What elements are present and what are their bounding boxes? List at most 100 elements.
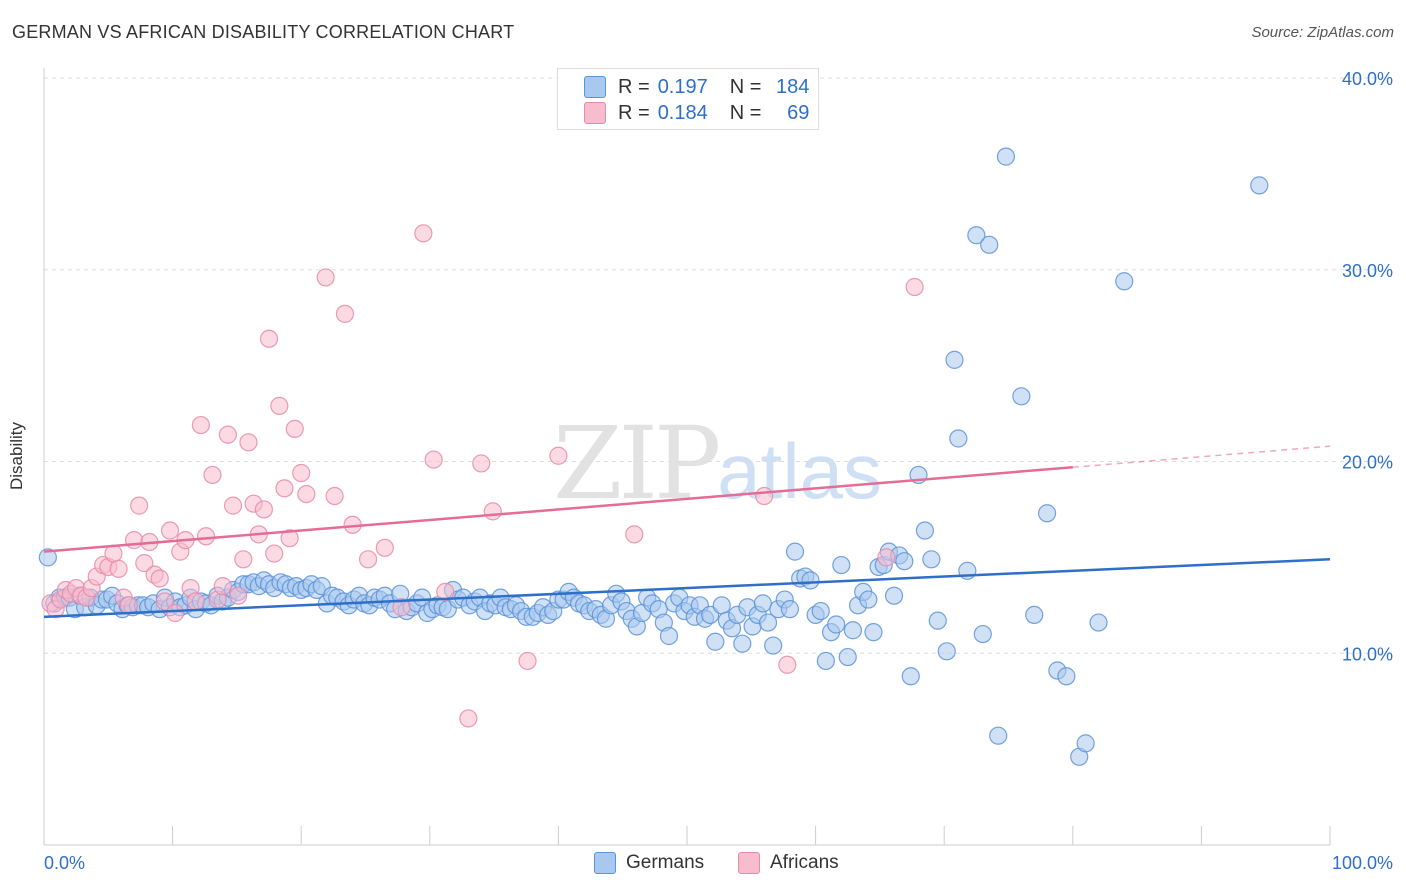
german-point: [712, 596, 731, 615]
african-point: [229, 586, 248, 605]
african-point: [265, 544, 284, 563]
german-point: [996, 147, 1016, 166]
african-point: [270, 396, 289, 415]
african-point: [213, 577, 232, 596]
african-point: [191, 415, 210, 435]
german-point: [922, 550, 941, 569]
african-point: [275, 479, 294, 498]
african-point: [285, 419, 304, 439]
german-point: [832, 555, 851, 575]
tick-labels: 10.0% 20.0% 30.0% 40.0% 0.0% 100.0%: [44, 69, 1393, 873]
african-point: [358, 550, 378, 569]
germans-r-value: 0.197: [657, 75, 708, 98]
german-point: [989, 726, 1008, 745]
african-point: [392, 598, 411, 617]
german-point: [864, 623, 883, 642]
y-tick-label: 40.0%: [1342, 69, 1393, 89]
bottom-legend-germans: Germans: [594, 852, 704, 874]
african-point: [778, 655, 797, 674]
african-point: [325, 486, 344, 506]
german-point: [758, 613, 778, 632]
german-point: [1057, 667, 1076, 686]
german-point: [827, 615, 846, 634]
african-point: [166, 603, 185, 623]
y-axis-label: Disability: [7, 421, 26, 491]
german-point: [901, 667, 920, 686]
african-point: [218, 425, 237, 444]
african-point: [155, 592, 174, 611]
africans-swatch: [584, 102, 606, 124]
german-point: [780, 600, 799, 619]
german-point: [843, 621, 862, 640]
african-point: [297, 484, 316, 504]
germans-trend-line: [43, 558, 1331, 619]
german-point: [980, 235, 999, 254]
african-point: [755, 486, 774, 506]
german-point: [895, 552, 914, 571]
african-point: [549, 446, 568, 465]
german-point: [1250, 176, 1269, 195]
africans-n-value: 69: [787, 101, 810, 124]
watermark-atlas: atlas: [717, 427, 883, 515]
african-point: [130, 496, 149, 515]
trend-lines: [43, 445, 1331, 619]
african-point: [160, 521, 180, 540]
african-point: [483, 502, 502, 521]
german-point: [838, 647, 857, 667]
german-point: [764, 636, 783, 655]
y-tick-label: 10.0%: [1342, 644, 1393, 664]
african-point: [414, 224, 433, 243]
african-point: [135, 554, 154, 573]
germans-swatch: [584, 76, 606, 98]
african-point: [186, 592, 205, 611]
german-point: [1012, 387, 1031, 406]
african-point: [316, 268, 335, 287]
african-point: [119, 596, 138, 615]
german-point: [1037, 504, 1057, 523]
german-point: [937, 642, 956, 661]
german-point: [884, 586, 904, 605]
germans-legend-swatch: [594, 852, 616, 874]
african-point: [292, 463, 311, 483]
source-label: Source: ZipAtlas.com: [1251, 24, 1394, 41]
african-point: [203, 465, 222, 485]
africans-trend-line: [43, 466, 1073, 553]
africans-legend-label: Africans: [770, 852, 839, 873]
african-point: [239, 433, 258, 452]
african-point: [459, 709, 478, 728]
legend-row-africans: R = 0.184 N = 69: [584, 101, 809, 125]
african-point: [196, 527, 216, 546]
african-point: [436, 582, 455, 601]
german-point: [1076, 734, 1095, 753]
africans-legend-swatch: [738, 852, 760, 874]
german-point: [811, 601, 830, 621]
african-point: [124, 531, 144, 550]
african-point: [472, 454, 491, 473]
africans-trend-extension: [1072, 445, 1331, 468]
african-point: [254, 500, 274, 519]
chart-title: GERMAN VS AFRICAN DISABILITY CORRELATION…: [12, 22, 515, 42]
german-point: [967, 226, 986, 245]
african-point: [150, 569, 169, 588]
legend-row-germans: R = 0.197 N = 184: [584, 75, 809, 99]
y-tick-label: 30.0%: [1342, 261, 1393, 281]
x-tick-label-min: 0.0%: [44, 853, 85, 873]
germans-n-label: N =: [729, 75, 762, 98]
african-point: [905, 277, 924, 297]
german-point: [816, 651, 835, 671]
german-point: [973, 624, 992, 644]
africans-r-label: R =: [618, 101, 650, 124]
africans-n-label: N =: [729, 101, 762, 124]
african-point: [518, 651, 537, 671]
bottom-legend-africans: Africans: [738, 852, 839, 874]
african-point: [259, 329, 279, 348]
african-point: [280, 529, 299, 548]
data-points: [38, 147, 1269, 766]
german-point: [1089, 613, 1108, 632]
stats-legend: R = 0.197 N = 184 R = 0.184 N = 69: [557, 68, 819, 130]
german-point: [915, 521, 935, 540]
german-point: [859, 590, 878, 609]
africans-r-value: 0.184: [657, 101, 708, 124]
german-point: [38, 548, 57, 567]
german-point: [1115, 272, 1134, 291]
